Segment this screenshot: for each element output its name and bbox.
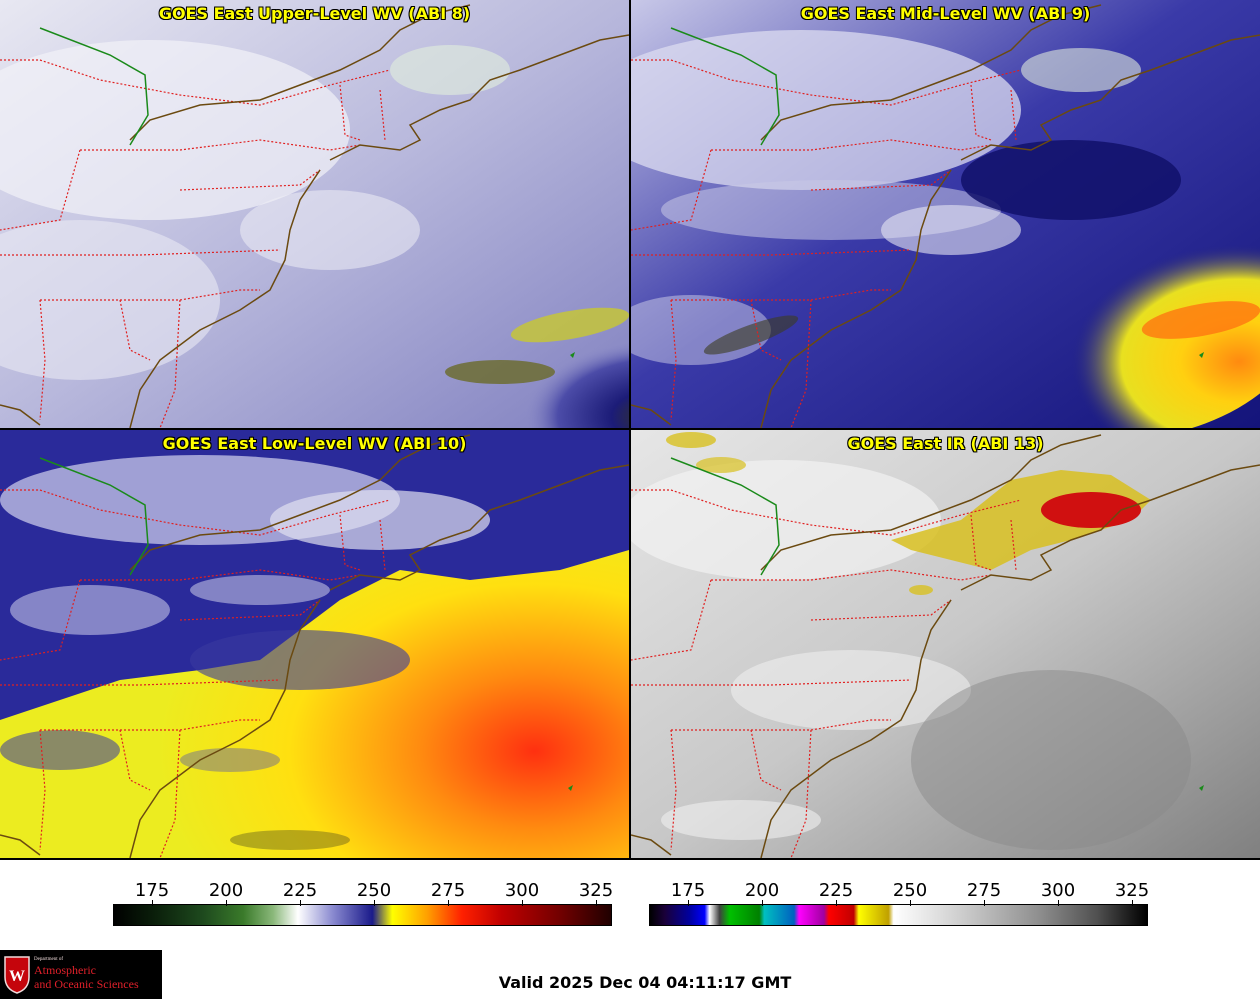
tick-label: 250: [892, 880, 928, 901]
tick-mark: [1132, 900, 1133, 906]
panel-title: GOES East Low-Level WV (ABI 10): [162, 434, 467, 453]
tick-label: 300: [504, 880, 540, 901]
tick-label: 300: [1040, 880, 1076, 901]
panel-title: GOES East IR (ABI 13): [847, 434, 1044, 453]
tick-label: 175: [134, 880, 170, 901]
tick-mark: [374, 900, 375, 906]
tick-mark: [226, 900, 227, 906]
ir-image: [631, 430, 1260, 858]
tick-mark: [300, 900, 301, 906]
mid-level-wv-image: [631, 0, 1260, 428]
tick-label: 250: [356, 880, 392, 901]
wv-colorbar-gradient: [113, 904, 612, 926]
wv-colorbar: 175 200 225 250 275 300 325: [113, 880, 613, 928]
tick-label: 325: [578, 880, 614, 901]
aos-logo[interactable]: W Department of Atmospheric and Oceanic …: [0, 950, 162, 999]
tick-label: 200: [744, 880, 780, 901]
tick-label: 275: [966, 880, 1002, 901]
panel-upper-level-wv: GOES East Upper-Level WV (ABI 8): [0, 0, 629, 428]
tick-mark: [152, 900, 153, 906]
tick-label: 325: [1114, 880, 1150, 901]
panel-low-level-wv: GOES East Low-Level WV (ABI 10): [0, 430, 629, 858]
tick-label: 275: [430, 880, 466, 901]
panel-divider-horizontal: [0, 428, 1260, 430]
panel-title: GOES East Mid-Level WV (ABI 9): [800, 4, 1091, 23]
upper-level-wv-image: [0, 0, 629, 428]
tick-mark: [836, 900, 837, 906]
low-level-wv-image: [0, 430, 629, 858]
tick-label: 200: [208, 880, 244, 901]
tick-label: 225: [282, 880, 318, 901]
panel-ir: GOES East IR (ABI 13): [631, 430, 1260, 858]
tick-mark: [688, 900, 689, 906]
panel-divider-vertical: [629, 0, 631, 860]
logo-line2: and Oceanic Sciences: [34, 977, 139, 991]
tick-mark: [1058, 900, 1059, 906]
panel-frame-bottom: [0, 858, 1260, 860]
tick-mark: [910, 900, 911, 906]
uw-shield-icon: W: [4, 956, 30, 994]
logo-dept: Department of: [34, 957, 64, 962]
logo-line1: Atmospheric: [34, 963, 96, 977]
valid-time: Valid 2025 Dec 04 04:11:17 GMT: [498, 973, 792, 992]
tick-mark: [984, 900, 985, 906]
ir-colorbar-gradient: [649, 904, 1148, 926]
panel-mid-level-wv: GOES East Mid-Level WV (ABI 9): [631, 0, 1260, 428]
tick-mark: [596, 900, 597, 906]
shield-letter: W: [9, 968, 25, 985]
tick-label: 225: [818, 880, 854, 901]
tick-mark: [448, 900, 449, 906]
tick-mark: [762, 900, 763, 906]
panel-title: GOES East Upper-Level WV (ABI 8): [158, 4, 471, 23]
tick-mark: [522, 900, 523, 906]
tick-label: 175: [670, 880, 706, 901]
ir-colorbar: 175 200 225 250 275 300 325: [649, 880, 1149, 928]
